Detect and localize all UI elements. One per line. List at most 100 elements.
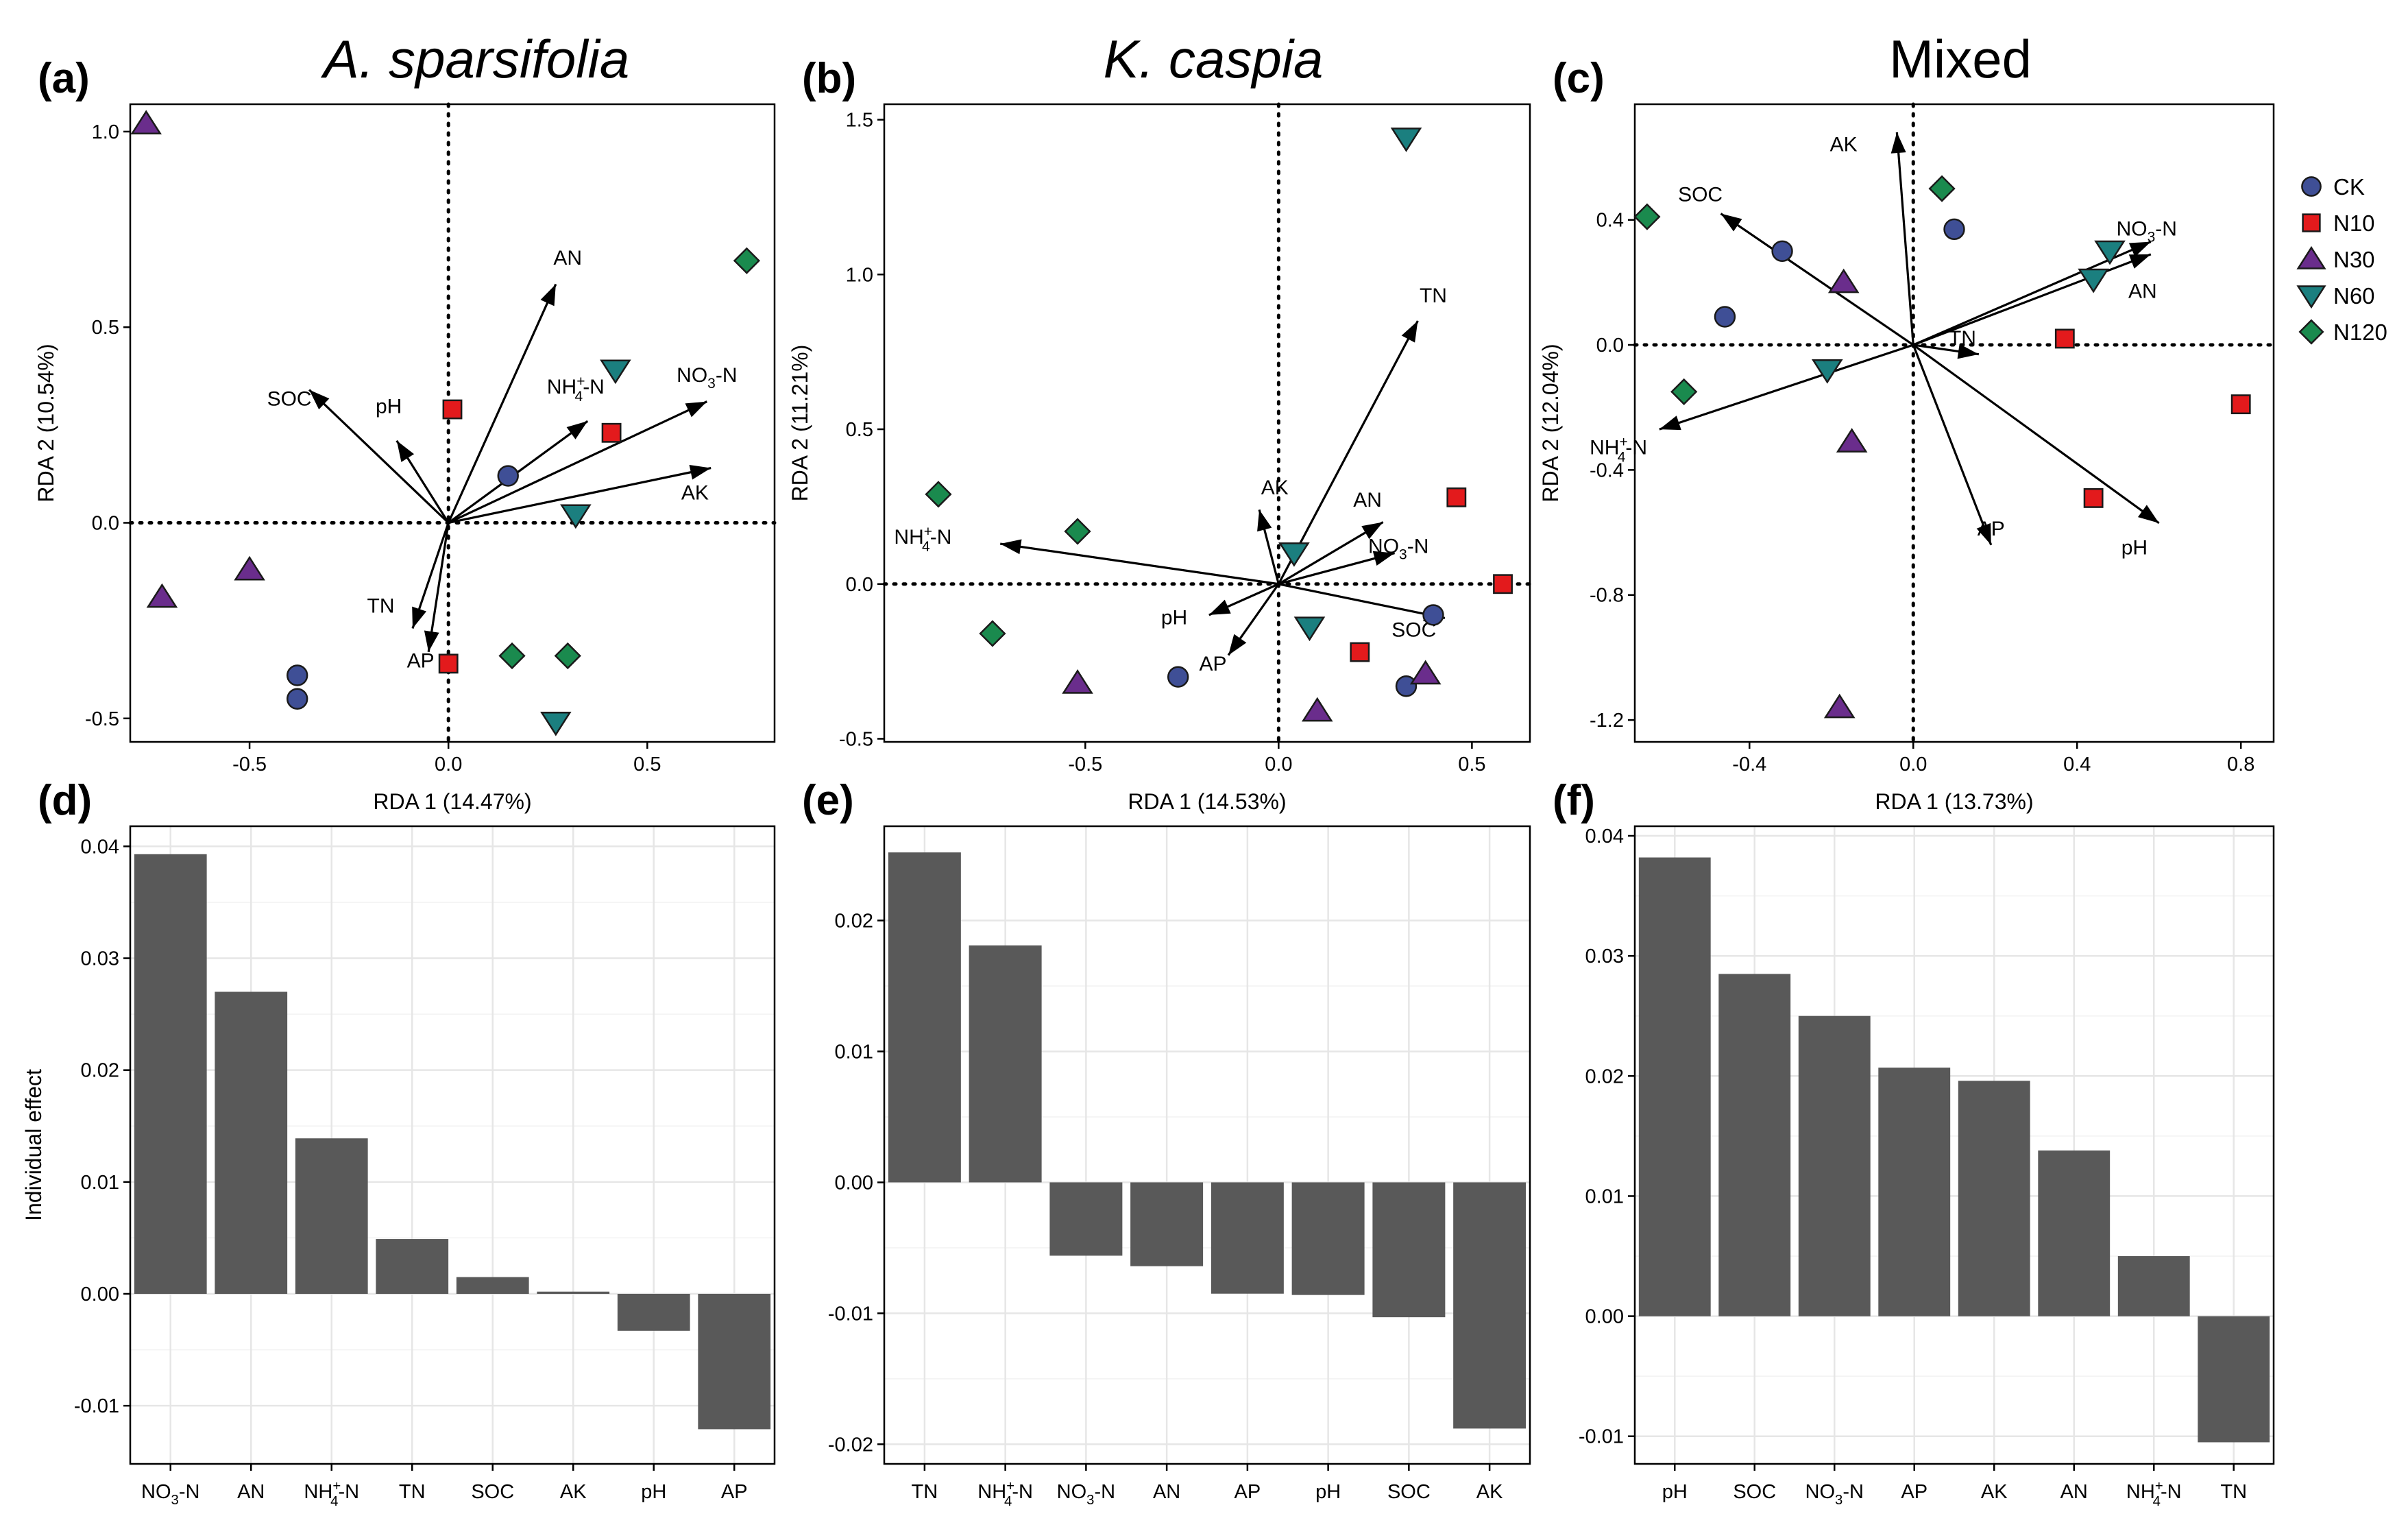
x-category-label: NH+ 4-N [977,1479,1033,1509]
vector-label: AN [1353,489,1382,512]
bar [698,1294,771,1430]
x-category-label: AK [1476,1481,1503,1503]
vector-label: AN [553,247,582,269]
y-tick-label: -0.01 [74,1395,119,1417]
plot-frame [1633,825,2275,1465]
x-tick-label: 0.5 [633,754,661,775]
data-point [2230,394,2251,415]
x-tick-label: -0.5 [1068,754,1102,775]
data-point [1811,359,1843,384]
y-tick-label: -0.5 [85,708,119,730]
vector-label: TN [1949,327,1976,350]
bar [617,1294,690,1331]
legend-label: CK [2333,174,2365,200]
x-axis-label: RDA 1 (14.47%) [373,789,531,814]
y-tick-label: 0.02 [81,1060,119,1082]
bar [1718,974,1791,1316]
legend: CK N10 N30 N60 N120 [2296,174,2387,345]
data-point [234,555,265,581]
bar [1372,1182,1446,1318]
bar-panel-1: (d) -0.01 0.00 0.01 0.02 0.03 0.04 NO3-N AN NH+ 4-… [21,777,776,1509]
legend-marker [2302,213,2321,232]
vector-arrow [1659,344,1914,431]
y-tick-label: 0.01 [1585,1186,1624,1207]
data-point [2094,240,2126,265]
x-category-label: AN [2060,1481,2088,1503]
vector-label: AK [1830,133,1858,156]
data-point [438,653,459,674]
panel-title: K. caspia [1104,29,1324,89]
x-axis-label: RDA 1 (14.53%) [1128,789,1286,814]
vector-arrow [1278,583,1446,622]
vector-label: pH [376,396,402,418]
bar [1798,1015,1871,1316]
x-tick-label: 0.0 [1265,754,1292,775]
legend-marker [2296,285,2326,309]
panels-layer: (a) A. sparsifolia -0.5 0.0 0.5 -0.5 0.0 0.5 1.0… [21,29,2276,1509]
x-tick-label: -0.4 [1732,754,1766,775]
panel-title: Mixed [1889,29,2032,89]
data-point [601,422,622,443]
legend-item: N120 [2298,319,2387,345]
bar [215,991,288,1294]
y-tick-label: -0.4 [1590,459,1624,481]
plot-frame [883,825,1531,1465]
bar [537,1291,610,1294]
legend-item: CK [2301,174,2365,200]
bar-panel-3: (f) -0.01 0.00 0.01 0.02 0.03 0.04 pH SOC NO3-N AP… [1553,777,2275,1509]
vector-arrow [1257,509,1280,585]
data-point [2083,488,2104,508]
vector-label: AK [1261,477,1289,499]
data-point [497,465,519,487]
x-category-label: AN [1153,1481,1180,1503]
data-point [925,481,952,508]
y-tick-label: 0.0 [1596,335,1624,357]
x-category-label: SOC [1387,1481,1431,1503]
data-point [1301,697,1333,722]
data-point [1409,660,1442,685]
y-tick-label: -0.01 [1579,1426,1624,1448]
y-tick-label: 0.01 [81,1172,119,1194]
rda-panel-2: (b) K. caspia -0.5 0.0 0.5 -0.5 0.0 0.5 1.0 1.5 RD… [788,29,1532,814]
bar [2038,1150,2111,1316]
vector-arrow [1890,132,1914,346]
y-tick-label: -0.02 [828,1434,873,1456]
y-tick-label: -0.01 [828,1303,873,1325]
bar [1130,1182,1204,1266]
rda-panel-1: (a) A. sparsifolia -0.5 0.0 0.5 -0.5 0.0 0.5 1.0… [34,29,777,814]
x-category-label: NO3-N [1805,1481,1864,1508]
y-axis-label: Individual effect [21,1069,46,1221]
legend-label: N10 [2333,210,2375,236]
x-category-label: TN [2220,1481,2247,1503]
legend-marker [2301,176,2322,197]
x-category-label: NO3-N [1057,1481,1115,1508]
x-tick-label: 0.5 [1458,754,1485,775]
x-category-label: AP [721,1481,748,1503]
plot-frame [129,103,776,743]
legend-marker [2296,245,2326,269]
x-category-label: AP [1235,1481,1261,1503]
bar [888,852,961,1183]
bar [2198,1316,2270,1443]
y-axis-label: RDA 2 (11.21%) [788,345,812,502]
bar [376,1239,449,1294]
y-axis-label: RDA 2 (10.54%) [34,344,58,502]
vector-arrow [1278,551,1395,586]
vector-arrow [447,283,557,524]
vector-label: AP [407,650,435,673]
vector-label: NH+ 4-N [547,374,605,405]
bar [1049,1182,1123,1256]
legend-label: N30 [2333,247,2375,272]
data-point [442,399,463,420]
x-category-label: NO3-N [141,1481,199,1508]
legend-item: N60 [2296,283,2375,309]
vector-arrow [1913,344,1980,359]
y-tick-label: -1.2 [1590,710,1624,732]
x-tick-label: -0.5 [232,754,267,775]
y-tick-label: 1.5 [846,110,873,132]
y-tick-label: 0.03 [1585,946,1624,967]
legend-item: N10 [2302,210,2375,236]
bar [1211,1182,1284,1294]
legend-label: N120 [2333,320,2387,345]
x-category-label: pH [1662,1481,1688,1503]
